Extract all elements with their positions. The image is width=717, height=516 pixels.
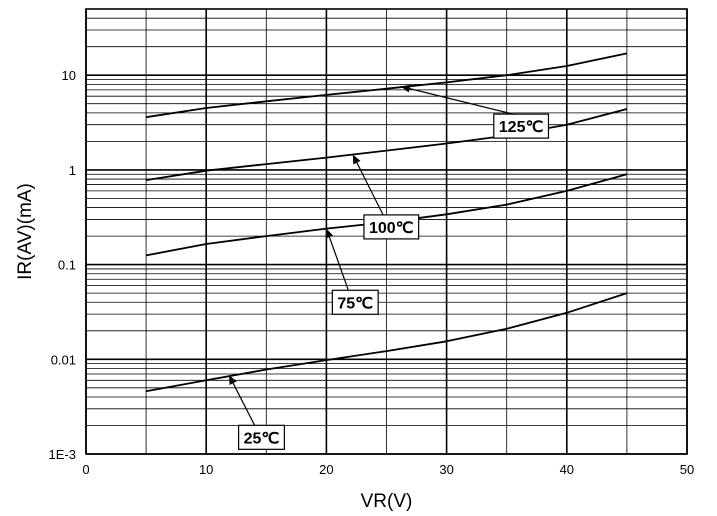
series-line-0 (145, 52, 628, 119)
annotation-arrowhead (352, 154, 361, 165)
x-tick-label: 10 (199, 462, 213, 477)
x-axis-title: VR(V) (361, 491, 413, 512)
annotation-2: 75℃ (325, 228, 379, 315)
y-tick-label: 0.1 (58, 258, 76, 273)
tick-labels: 0 10 20 30 40 50 1E-3 0.01 0.1 1 10 (49, 68, 695, 477)
annotation-1: 100℃ (352, 154, 420, 240)
annotation-arrow-line (409, 88, 514, 115)
x-tick-label: 40 (560, 462, 574, 477)
annotation-arrow-line (356, 162, 384, 216)
annotation-3: 25℃ (229, 375, 285, 450)
y-tick-label: 0.01 (51, 352, 76, 367)
plot-frame (85, 8, 688, 455)
annotation-box (363, 214, 420, 240)
annotation-arrowhead (229, 375, 237, 385)
y-tick-label: 10 (62, 68, 76, 83)
x-tick-label: 0 (82, 462, 89, 477)
annotation-arrowhead (325, 228, 334, 239)
x-tick-label: 20 (319, 462, 333, 477)
y-axis-title: IR(AV)(mA) (15, 183, 36, 280)
annotation-label: 75℃ (337, 295, 373, 312)
series-line-3 (145, 292, 628, 393)
annotation-label: 25℃ (244, 430, 280, 447)
annotation-arrow-line (328, 236, 349, 291)
x-tick-label: 50 (680, 462, 694, 477)
x-tick-label: 30 (439, 462, 453, 477)
annotation-0: 125℃ (400, 84, 550, 139)
annotation-box (493, 113, 550, 139)
annotation-arrow-line (232, 382, 256, 426)
annotation-label: 100℃ (369, 220, 414, 237)
annotation-box (331, 289, 379, 315)
annotation-box (237, 424, 285, 450)
y-tick-label: 1 (69, 163, 76, 178)
series-annotations: 125℃ 100℃ 75℃ 25℃ (229, 84, 550, 450)
y-tick-label: 1E-3 (49, 447, 76, 462)
annotation-label: 125℃ (499, 119, 544, 136)
annotation-arrowhead (400, 84, 411, 93)
